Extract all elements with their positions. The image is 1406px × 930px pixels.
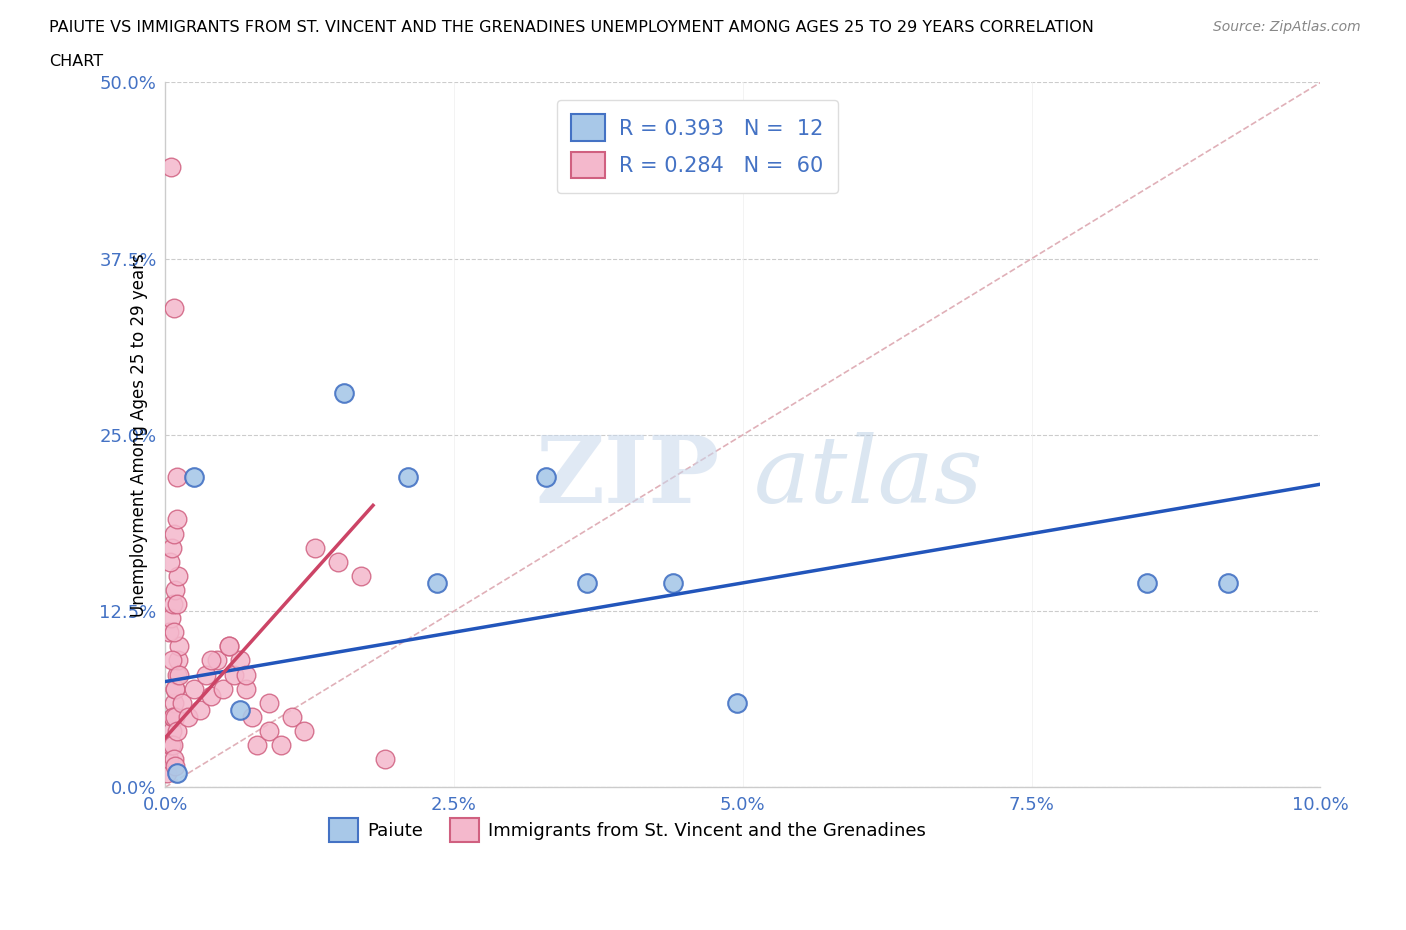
Point: [166, 597, 188, 612]
Point: [183, 681, 205, 696]
Point: [257, 724, 280, 738]
Point: [350, 568, 373, 583]
Point: [205, 653, 228, 668]
Point: [218, 639, 240, 654]
Point: [166, 512, 188, 527]
Point: [396, 470, 419, 485]
Point: [162, 597, 184, 612]
Point: [172, 696, 194, 711]
Point: [328, 554, 350, 569]
Point: [333, 385, 356, 400]
Point: [156, 765, 179, 780]
Point: [725, 696, 748, 711]
Point: [162, 710, 184, 724]
Y-axis label: Unemployment Among Ages 25 to 29 years: Unemployment Among Ages 25 to 29 years: [131, 253, 149, 617]
Point: [166, 653, 188, 668]
Point: [166, 765, 188, 780]
Point: [292, 724, 315, 738]
Point: [166, 724, 188, 738]
Point: [160, 653, 183, 668]
Point: [165, 710, 187, 724]
Point: [165, 681, 187, 696]
Text: CHART: CHART: [49, 54, 103, 69]
Point: [374, 751, 396, 766]
Point: [224, 667, 246, 682]
Point: [166, 667, 188, 682]
Point: [662, 576, 685, 591]
Text: atlas: atlas: [754, 432, 984, 522]
Point: [157, 751, 180, 766]
Point: [166, 470, 188, 485]
Point: [270, 737, 292, 752]
Point: [166, 568, 188, 583]
Point: [160, 737, 183, 752]
Point: [163, 625, 186, 640]
Point: [160, 160, 183, 175]
Point: [235, 667, 257, 682]
Point: [157, 625, 180, 640]
Point: [200, 688, 222, 703]
Point: [162, 710, 184, 724]
Point: [1136, 576, 1159, 591]
Point: [536, 470, 558, 485]
Point: [165, 759, 187, 774]
Point: [159, 554, 181, 569]
Point: [165, 681, 187, 696]
Point: [163, 751, 186, 766]
Point: [211, 681, 233, 696]
Point: [281, 710, 304, 724]
Point: [246, 737, 269, 752]
Point: [218, 639, 240, 654]
Point: [183, 470, 205, 485]
Text: ZIP: ZIP: [536, 432, 720, 522]
Legend: Paiute, Immigrants from St. Vincent and the Grenadines: Paiute, Immigrants from St. Vincent and …: [322, 811, 932, 849]
Point: [160, 724, 183, 738]
Point: [160, 737, 183, 752]
Point: [1216, 576, 1239, 591]
Point: [229, 702, 252, 717]
Point: [426, 576, 449, 591]
Point: [163, 300, 186, 315]
Text: Source: ZipAtlas.com: Source: ZipAtlas.com: [1213, 20, 1361, 34]
Point: [162, 737, 184, 752]
Point: [194, 667, 217, 682]
Text: PAIUTE VS IMMIGRANTS FROM ST. VINCENT AND THE GRENADINES UNEMPLOYMENT AMONG AGES: PAIUTE VS IMMIGRANTS FROM ST. VINCENT AN…: [49, 20, 1094, 35]
Point: [167, 667, 190, 682]
Point: [163, 696, 186, 711]
Point: [575, 576, 598, 591]
Point: [235, 681, 257, 696]
Point: [165, 582, 187, 597]
Point: [257, 696, 280, 711]
Point: [229, 653, 252, 668]
Point: [177, 710, 200, 724]
Point: [304, 540, 326, 555]
Point: [240, 710, 263, 724]
Point: [188, 702, 211, 717]
Point: [160, 611, 183, 626]
Point: [160, 540, 183, 555]
Point: [167, 639, 190, 654]
Point: [200, 653, 222, 668]
Point: [163, 526, 186, 541]
